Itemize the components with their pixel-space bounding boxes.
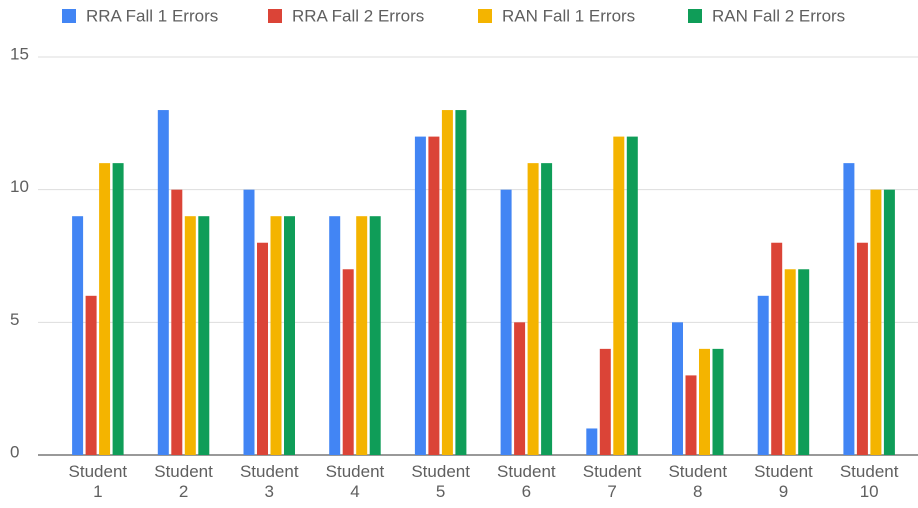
y-tick-label: 10 [10, 177, 29, 196]
x-tick-label: Student 8 [668, 462, 727, 501]
bar [184, 216, 196, 455]
bar [342, 269, 354, 455]
bar [85, 295, 97, 455]
legend-swatch [688, 9, 702, 23]
bar [329, 216, 341, 455]
bar [784, 269, 796, 455]
bar [672, 322, 683, 455]
bar [586, 428, 598, 455]
bar [284, 216, 295, 455]
bar [455, 110, 467, 456]
x-tick-label: Student 3 [240, 462, 299, 501]
legend-label: RRA Fall 2 Errors [292, 6, 424, 25]
legend-label: RAN Fall 2 Errors [712, 6, 845, 25]
x-tick-label: Student 4 [326, 462, 385, 501]
x-tick-label: Student 7 [583, 462, 642, 501]
bar [414, 136, 426, 455]
bar [613, 136, 625, 455]
y-tick-label: 15 [10, 44, 29, 63]
bar [356, 216, 368, 455]
bar [883, 189, 895, 455]
x-tick-label: Student 6 [497, 462, 556, 501]
legend-swatch [62, 9, 76, 23]
bar [369, 216, 381, 455]
legend-swatch [478, 9, 492, 23]
bar [685, 375, 697, 455]
bar [157, 110, 169, 456]
bar [198, 216, 210, 455]
bar [441, 110, 453, 456]
bar [626, 136, 638, 455]
x-tick-label: Student 9 [754, 462, 813, 501]
bar [514, 322, 526, 455]
bar [712, 348, 724, 455]
legend-label: RRA Fall 1 Errors [86, 6, 218, 25]
bar [798, 269, 810, 455]
bar [699, 348, 710, 455]
bar [270, 216, 282, 455]
bar [257, 242, 268, 455]
x-tick-label: Student 2 [154, 462, 213, 501]
x-tick-label: Student 1 [69, 462, 128, 501]
bar [757, 295, 769, 455]
bar [541, 163, 553, 455]
bar [500, 189, 512, 455]
bar [856, 242, 868, 455]
x-tick-label: Student 10 [840, 462, 899, 501]
y-tick-label: 0 [10, 442, 19, 461]
bar [112, 163, 124, 455]
bar [527, 163, 539, 455]
y-tick-label: 5 [10, 310, 19, 329]
legend-label: RAN Fall 1 Errors [502, 6, 635, 25]
bar [599, 348, 611, 455]
bar [171, 189, 183, 455]
bar [771, 242, 783, 455]
bar [99, 163, 111, 455]
bar [843, 163, 855, 455]
bar [870, 189, 882, 455]
bar [72, 216, 84, 455]
x-tick-label: Student 5 [411, 462, 470, 501]
legend-swatch [268, 9, 282, 23]
bar [428, 136, 440, 455]
bar [243, 189, 255, 455]
